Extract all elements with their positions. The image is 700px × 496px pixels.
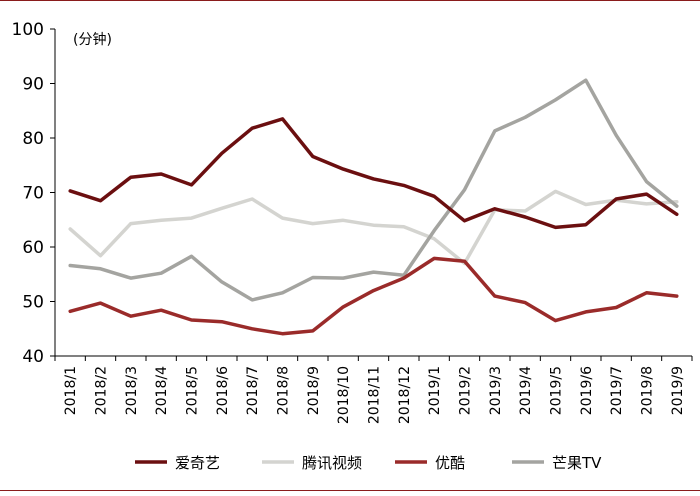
x-tick-label: 2019/8 — [640, 366, 656, 415]
legend-label: 爱奇艺 — [175, 454, 220, 472]
x-tick-label: 2018/4 — [154, 366, 170, 415]
x-tick-label: 2019/9 — [670, 366, 686, 415]
x-tick-label: 2018/2 — [94, 366, 110, 415]
x-tick-label: 2019/4 — [518, 366, 534, 415]
x-tick-label: 2019/5 — [549, 366, 565, 415]
x-tick-label: 2018/1 — [63, 366, 79, 415]
legend-label: 优酷 — [435, 454, 465, 472]
x-tick-label: 2018/6 — [215, 366, 231, 415]
y-tick-label: 40 — [22, 347, 44, 367]
series-line-3 — [68, 256, 679, 336]
x-tick-label: 2019/6 — [579, 366, 595, 415]
series-line-2 — [68, 189, 679, 266]
x-tick-label: 2018/8 — [276, 366, 292, 415]
y-tick-labels: 40 50 60 70 80 90 100 — [12, 20, 44, 367]
x-tick-label: 2018/9 — [306, 366, 322, 415]
y-tick-label: 70 — [22, 184, 44, 204]
legend-label: 腾讯视频 — [302, 454, 362, 472]
series-line-4 — [68, 78, 679, 302]
x-tick-label: 2018/7 — [245, 366, 261, 415]
x-tick-label: 2019/2 — [458, 366, 474, 415]
x-tick-label: 2018/12 — [397, 366, 413, 424]
x-tick-label: 2018/10 — [336, 366, 352, 424]
x-tick-label: 2018/5 — [185, 366, 201, 415]
x-tick-label: 2018/3 — [124, 366, 140, 415]
x-tick-label: 2018/11 — [367, 366, 383, 424]
x-tick-label: 2019/3 — [488, 366, 504, 415]
y-tick-label: 80 — [22, 129, 44, 149]
x-tick-label: 2019/7 — [609, 366, 625, 415]
series-line-1 — [68, 117, 679, 230]
y-tick-label: 50 — [22, 293, 44, 313]
x-tick-labels: 2018/1 2018/2 2018/3 2018/4 2018/5 2018/6 2018… — [63, 366, 686, 424]
legend-label: 芒果TV — [552, 454, 602, 472]
unit-label: (分钟) — [73, 31, 112, 48]
y-tick-label: 60 — [22, 238, 44, 258]
axes — [50, 28, 693, 361]
series-lines — [68, 78, 679, 336]
y-tick-label: 90 — [22, 75, 44, 95]
legend: 爱奇艺 腾讯视频 优酷 芒果TV — [135, 454, 602, 472]
x-tick-label: 2019/1 — [427, 366, 443, 415]
y-tick-label: 100 — [12, 20, 44, 40]
